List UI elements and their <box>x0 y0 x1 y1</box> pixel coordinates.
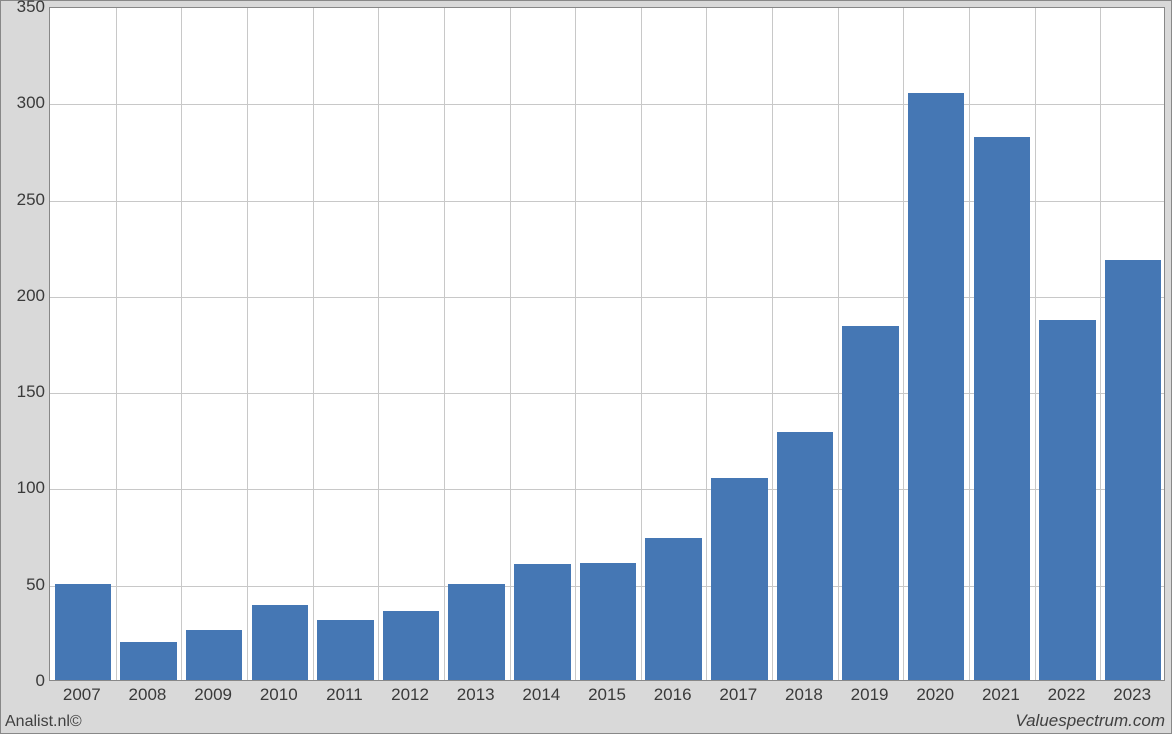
gridline-v <box>575 8 576 680</box>
gridline-v <box>247 8 248 680</box>
y-tick-label: 50 <box>1 575 45 595</box>
x-tick-label: 2009 <box>194 685 232 705</box>
gridline-v <box>1035 8 1036 680</box>
footer-left: Analist.nl© <box>5 713 82 731</box>
x-tick-label: 2020 <box>916 685 954 705</box>
gridline-v <box>444 8 445 680</box>
bar <box>645 538 701 681</box>
x-tick-label: 2010 <box>260 685 298 705</box>
bar <box>317 620 373 680</box>
y-tick-label: 350 <box>1 0 45 17</box>
y-tick-label: 300 <box>1 93 45 113</box>
bar <box>974 137 1030 680</box>
gridline-v <box>378 8 379 680</box>
bar <box>120 642 176 681</box>
bar <box>1105 260 1161 680</box>
y-tick-label: 100 <box>1 478 45 498</box>
x-tick-label: 2017 <box>719 685 757 705</box>
plot-area <box>49 7 1165 681</box>
x-tick-label: 2007 <box>63 685 101 705</box>
gridline-v <box>903 8 904 680</box>
bar <box>842 326 898 680</box>
x-tick-label: 2011 <box>326 685 363 705</box>
x-tick-label: 2016 <box>654 685 692 705</box>
gridline-v <box>641 8 642 680</box>
footer-right: Valuespectrum.com <box>1015 711 1165 731</box>
y-tick-label: 200 <box>1 286 45 306</box>
bar <box>1039 320 1095 680</box>
gridline-v <box>1100 8 1101 680</box>
gridline-v <box>181 8 182 680</box>
gridline-v <box>838 8 839 680</box>
x-tick-label: 2018 <box>785 685 823 705</box>
gridline-v <box>969 8 970 680</box>
bar <box>383 611 439 680</box>
gridline-v <box>706 8 707 680</box>
x-tick-label: 2019 <box>851 685 889 705</box>
bar <box>186 630 242 680</box>
gridline-h <box>50 104 1164 105</box>
y-tick-label: 0 <box>1 671 45 691</box>
bar <box>711 478 767 680</box>
gridline-v <box>116 8 117 680</box>
bar <box>580 563 636 680</box>
bar <box>777 432 833 680</box>
x-tick-label: 2015 <box>588 685 626 705</box>
x-tick-label: 2014 <box>522 685 560 705</box>
x-tick-label: 2023 <box>1113 685 1151 705</box>
bar <box>514 564 570 680</box>
chart-container: 0 50 100 150 200 250 300 350 2007 2008 2009 2010 20… <box>0 0 1172 734</box>
gridline-v <box>313 8 314 680</box>
x-tick-label: 2022 <box>1048 685 1086 705</box>
bar <box>908 93 964 680</box>
y-tick-label: 250 <box>1 190 45 210</box>
x-tick-label: 2013 <box>457 685 495 705</box>
gridline-v <box>510 8 511 680</box>
y-tick-label: 150 <box>1 382 45 402</box>
bar <box>448 584 504 680</box>
x-tick-label: 2012 <box>391 685 429 705</box>
x-tick-label: 2021 <box>982 685 1020 705</box>
bar <box>55 584 111 680</box>
bar <box>252 605 308 680</box>
x-tick-label: 2008 <box>129 685 167 705</box>
gridline-v <box>772 8 773 680</box>
